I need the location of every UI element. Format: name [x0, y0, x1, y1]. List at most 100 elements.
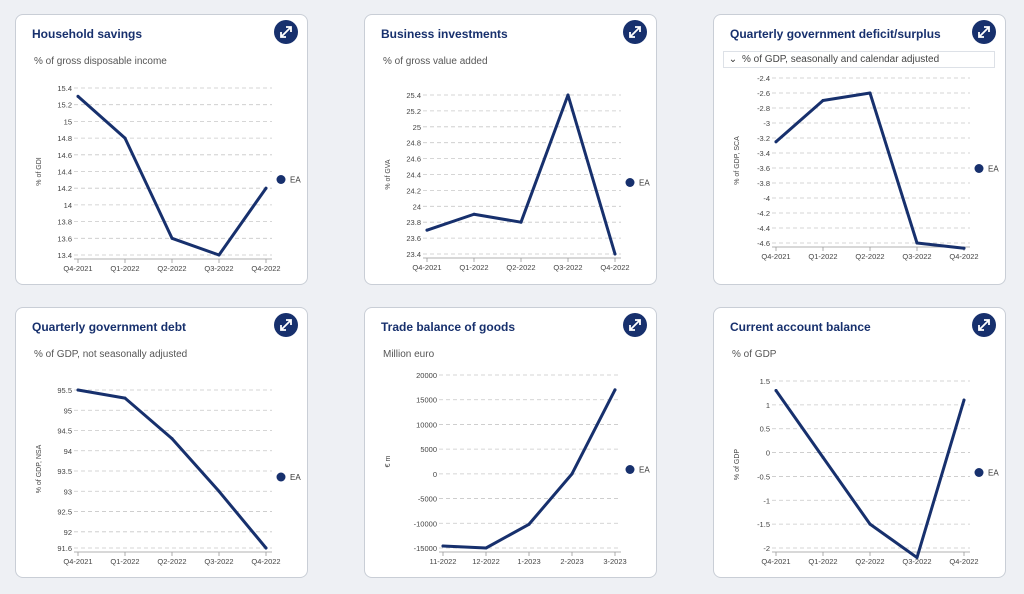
y-tick-label: 94.5	[57, 427, 72, 436]
x-tick-label: Q4-2022	[949, 557, 978, 566]
x-tick-label: Q4-2021	[761, 557, 790, 566]
series-line	[76, 388, 268, 550]
expand-icon	[280, 26, 292, 38]
expand-icon	[629, 26, 641, 38]
x-tick-label: 1-2023	[517, 557, 540, 566]
x-tick-label: Q1-2022	[110, 557, 139, 566]
x-tick-label: Q2-2022	[157, 264, 186, 273]
card-title: Trade balance of goods	[381, 320, 516, 334]
x-tick-label: 12-2022	[472, 557, 500, 566]
expand-icon	[978, 319, 990, 331]
y-axis-label: % of GDP, NSA	[36, 444, 43, 493]
card-title: Quarterly government debt	[32, 320, 187, 334]
y-tick-label: 23.4	[406, 250, 421, 259]
y-tick-label: -10000	[414, 519, 437, 528]
y-axis-label: % of GVA	[385, 159, 392, 190]
y-axis-label: € m	[385, 455, 392, 467]
x-tick-label: Q1-2022	[459, 263, 488, 272]
x-tick-label: Q2-2022	[506, 263, 535, 272]
y-tick-label: 14.4	[57, 168, 72, 177]
expand-icon	[629, 319, 641, 331]
expand-button[interactable]	[972, 313, 996, 337]
y-tick-label: -15000	[414, 544, 437, 553]
y-tick-label: 91.6	[57, 544, 72, 553]
data-point	[123, 136, 127, 140]
y-tick-label: 1	[766, 401, 770, 410]
y-axis-label: % of GDP, SCA	[734, 136, 741, 185]
data-point	[613, 252, 617, 256]
x-tick-label: Q2-2022	[855, 252, 884, 261]
data-point	[217, 489, 221, 493]
y-tick-label: -2.6	[757, 89, 770, 98]
y-tick-label: -0.5	[757, 472, 770, 481]
series-line	[774, 91, 966, 250]
y-tick-label: 5000	[420, 445, 437, 454]
y-tick-label: 23.6	[406, 234, 421, 243]
y-tick-label: -4	[763, 194, 770, 203]
data-point	[441, 544, 445, 548]
x-tick-label: 2-2023	[560, 557, 583, 566]
x-tick-label: 11-2022	[430, 557, 457, 566]
line-chart: 91.6 92 92.5 93 93.5 94 94.5 95 95.5 Q4-2021 Q1-20…	[36, 386, 301, 566]
y-tick-label: 14.8	[57, 134, 72, 143]
legend-label: EA	[639, 466, 650, 475]
y-tick-label: -4.2	[757, 209, 770, 218]
data-point	[962, 246, 966, 250]
legend-label: EA	[290, 473, 301, 482]
data-point	[472, 212, 476, 216]
y-tick-label: -4.6	[757, 239, 770, 248]
x-tick-label: Q1-2022	[808, 252, 837, 261]
data-point	[76, 94, 80, 98]
expand-button[interactable]	[972, 20, 996, 44]
legend-label: EA	[290, 176, 301, 185]
expand-button[interactable]	[274, 20, 298, 44]
data-point	[868, 91, 872, 95]
data-point	[821, 99, 825, 102]
data-point	[527, 522, 531, 526]
series-line	[76, 94, 268, 257]
y-tick-label: 23.8	[406, 218, 421, 227]
x-tick-label: Q3-2022	[204, 557, 233, 566]
chart-subtitle: % of GDP	[732, 349, 777, 360]
legend-marker	[276, 472, 286, 482]
expand-button[interactable]	[623, 20, 647, 44]
adjustment-dropdown[interactable]: ⌄ % of GDP, seasonally and calendar adju…	[723, 51, 995, 68]
x-tick-label: Q3-2022	[902, 252, 931, 261]
y-tick-label: -3.8	[757, 179, 770, 188]
expand-icon	[978, 26, 990, 38]
y-tick-label: 0.5	[760, 425, 770, 434]
y-tick-label: -1	[763, 496, 770, 505]
data-point	[217, 253, 221, 257]
y-tick-label: 0	[433, 470, 437, 479]
y-tick-label: 25.4	[406, 91, 421, 100]
y-tick-label: 93.5	[57, 467, 72, 476]
chart-subtitle: % of gross value added	[383, 56, 488, 67]
x-tick-label: 3-2023	[603, 557, 626, 566]
data-point	[570, 472, 574, 476]
y-tick-label: 15000	[416, 396, 437, 405]
y-tick-label: -5000	[418, 495, 437, 504]
x-tick-label: Q4-2022	[600, 263, 629, 272]
y-tick-label: 93	[64, 487, 72, 496]
data-point	[484, 546, 488, 550]
chart-subtitle: Million euro	[383, 349, 435, 360]
data-point	[962, 398, 966, 402]
y-tick-label: 14.6	[57, 151, 72, 160]
y-tick-label: -3.6	[757, 164, 770, 173]
data-point	[170, 437, 174, 441]
data-point	[425, 228, 429, 232]
card-business-investments: Business investments % of gross value ad…	[364, 14, 657, 285]
card-household-savings: Household savings % of gross disposable …	[15, 14, 308, 285]
x-tick-label: Q1-2022	[110, 264, 139, 273]
expand-button[interactable]	[623, 313, 647, 337]
legend-marker	[276, 175, 286, 184]
y-tick-label: 25	[413, 123, 421, 132]
y-tick-label: 15.4	[57, 84, 72, 93]
card-title: Household savings	[32, 27, 143, 41]
legend-marker	[625, 465, 635, 474]
y-tick-label: 13.4	[57, 251, 72, 260]
legend-marker	[974, 164, 984, 173]
y-tick-label: 24.6	[406, 155, 421, 164]
y-tick-label: 24.2	[406, 186, 421, 195]
expand-button[interactable]	[274, 313, 298, 337]
